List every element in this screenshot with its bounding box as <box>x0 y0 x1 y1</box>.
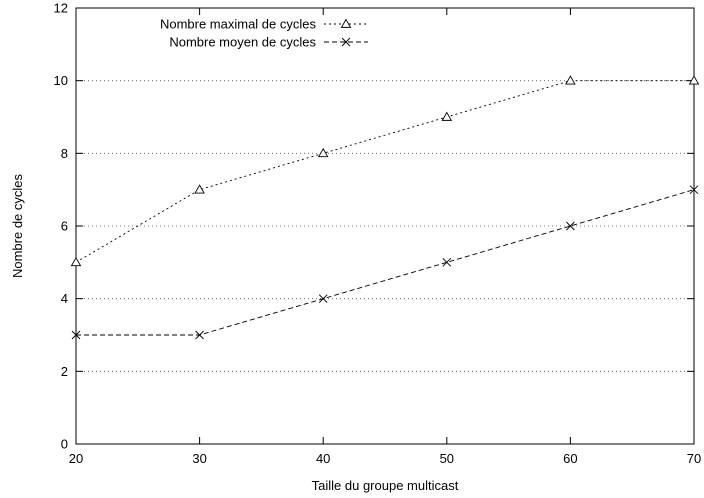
series-line-1 <box>76 189 695 336</box>
legend-marker-1 <box>341 37 351 47</box>
x-tick-label-60: 60 <box>563 451 577 466</box>
data-point-s0-2 <box>317 147 329 158</box>
y-tick-label-0: 0 <box>61 437 68 452</box>
x-tick-label-30: 30 <box>192 451 206 466</box>
y-tick-label-10: 10 <box>54 73 68 88</box>
legend-marker-0 <box>340 18 352 28</box>
grid-lines <box>76 80 694 372</box>
data-point-s1-5 <box>689 185 699 194</box>
legend: Nombre maximal de cycles Nombre moyen de … <box>160 17 368 50</box>
data-point-s0-1 <box>194 184 205 194</box>
data-point-s0-3 <box>441 111 453 121</box>
legend-label-1: Nombre moyen de cycles <box>169 35 316 50</box>
x-tick-label-50: 50 <box>440 451 454 466</box>
data-point-s0-0 <box>70 256 82 267</box>
data-point-s1-0 <box>71 330 81 340</box>
x-tick-label-20: 20 <box>69 451 83 466</box>
y-axis-label: Nombre de cycles <box>10 173 25 278</box>
series-group <box>70 75 700 340</box>
y-tick-label-8: 8 <box>61 146 68 161</box>
series-line-0 <box>75 80 694 263</box>
y-tick-label-6: 6 <box>61 219 68 234</box>
axis-ticks: 0 2 4 6 8 10 12 20 30 40 50 60 70 <box>54 1 702 467</box>
data-point-s0-5 <box>688 75 700 85</box>
y-tick-label-4: 4 <box>61 291 68 306</box>
data-point-s1-2 <box>318 294 328 303</box>
data-point-s1-4 <box>566 221 575 231</box>
data-point-s1-1 <box>195 330 204 340</box>
x-tick-label-70: 70 <box>687 451 701 466</box>
y-tick-label-2: 2 <box>61 364 68 379</box>
x-axis-label: Taille du groupe multicast <box>312 478 459 493</box>
legend-label-0: Nombre maximal de cycles <box>160 17 317 32</box>
data-point-s0-4 <box>565 75 576 85</box>
y-tick-label-12: 12 <box>54 1 68 16</box>
data-point-s1-3 <box>442 258 452 267</box>
x-tick-label-40: 40 <box>316 451 330 466</box>
